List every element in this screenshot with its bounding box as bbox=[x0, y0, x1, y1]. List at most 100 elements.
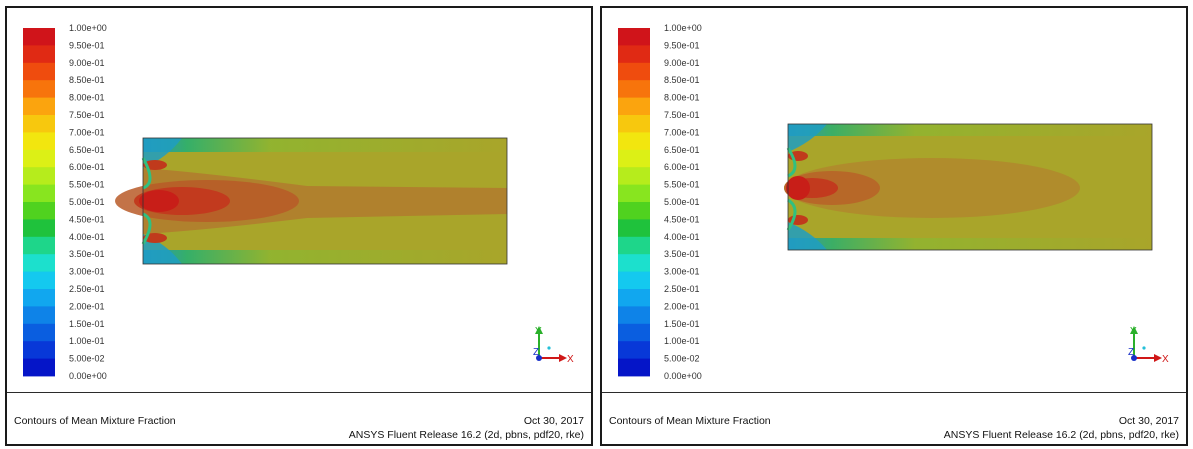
contour-panel-right: 1.00e+00 9.50e-01 9.00e-01 8.50e-01 8.00e-01… bbox=[600, 6, 1188, 446]
y-axis-label: Y bbox=[1130, 326, 1137, 337]
legend-swatch bbox=[618, 202, 650, 220]
legend-swatch bbox=[23, 323, 55, 342]
legend-tick-label: 5.50e-01 bbox=[664, 180, 700, 190]
plot-footer: Contours of Mean Mixture Fraction Oct 30… bbox=[602, 392, 1186, 444]
legend-tick-label: 4.00e-01 bbox=[69, 232, 105, 242]
legend-tick-label: 1.00e-01 bbox=[69, 336, 105, 346]
legend-tick-label: 4.00e-01 bbox=[664, 232, 700, 242]
legend-tick-label: 7.00e-01 bbox=[69, 127, 105, 137]
axis-triad: Y X Z bbox=[1128, 326, 1169, 365]
legend-tick-label: 1.50e-01 bbox=[664, 319, 700, 329]
legend-swatch bbox=[618, 341, 650, 359]
legend-swatch bbox=[23, 271, 55, 290]
legend-swatch bbox=[618, 28, 650, 46]
footer-date: Oct 30, 2017 bbox=[523, 415, 584, 427]
legend-swatch bbox=[23, 236, 55, 255]
z-axis-label: Z bbox=[533, 347, 539, 358]
y-axis-label: Y bbox=[535, 326, 542, 337]
color-legend: 1.00e+00 9.50e-01 9.00e-01 8.50e-01 8.00e-01… bbox=[23, 23, 107, 381]
plot-area[interactable]: 1.00e+00 9.50e-01 9.00e-01 8.50e-01 8.00e-01… bbox=[7, 8, 591, 391]
legend-swatch bbox=[23, 306, 55, 325]
legend-swatch bbox=[618, 62, 650, 81]
contour-panel-left: 1.00e+00 9.50e-01 9.00e-01 8.50e-01 8.00e-01… bbox=[5, 6, 593, 446]
legend-swatch bbox=[23, 28, 55, 46]
legend-tick-label: 3.50e-01 bbox=[664, 249, 700, 259]
x-axis-label: X bbox=[567, 354, 574, 365]
legend-swatch bbox=[23, 202, 55, 220]
legend-tick-label: 1.50e-01 bbox=[69, 319, 105, 329]
legend-swatch bbox=[23, 62, 55, 81]
legend-tick-label: 7.50e-01 bbox=[664, 110, 700, 120]
legend-swatch bbox=[618, 254, 650, 272]
legend-tick-label: 0.00e+00 bbox=[664, 371, 702, 381]
legend-tick-label: 5.00e-02 bbox=[664, 354, 700, 364]
legend-swatch bbox=[23, 115, 55, 133]
legend-tick-label: 8.00e-01 bbox=[664, 93, 700, 103]
legend-swatch bbox=[23, 219, 55, 238]
footer-date: Oct 30, 2017 bbox=[1118, 415, 1179, 427]
legend-tick-label: 6.50e-01 bbox=[69, 145, 105, 155]
legend-swatch bbox=[23, 45, 55, 64]
legend-tick-label: 4.50e-01 bbox=[69, 214, 105, 224]
legend-swatch bbox=[618, 149, 650, 168]
legend-tick-label: 3.00e-01 bbox=[69, 267, 105, 277]
footer-title: Contours of Mean Mixture Fraction bbox=[609, 415, 771, 427]
legend-tick-label: 0.00e+00 bbox=[69, 371, 107, 381]
legend-swatch bbox=[618, 358, 650, 377]
legend-tick-label: 2.50e-01 bbox=[664, 284, 700, 294]
footer-release: ANSYS Fluent Release 16.2 (2d, pbns, pdf… bbox=[943, 429, 1179, 441]
legend-tick-label: 7.00e-01 bbox=[664, 127, 700, 137]
legend-swatch bbox=[618, 80, 650, 98]
footer-release: ANSYS Fluent Release 16.2 (2d, pbns, pdf… bbox=[348, 429, 584, 441]
legend-tick-label: 5.50e-01 bbox=[69, 180, 105, 190]
legend-tick-label: 1.00e+00 bbox=[69, 23, 107, 33]
legend-swatch bbox=[23, 358, 55, 377]
legend-swatch bbox=[618, 184, 650, 203]
legend-tick-label: 8.50e-01 bbox=[664, 75, 700, 85]
legend-swatch bbox=[618, 306, 650, 325]
legend-swatch bbox=[23, 167, 55, 185]
legend-swatch bbox=[618, 236, 650, 255]
legend-tick-label: 2.00e-01 bbox=[69, 301, 105, 311]
legend-tick-label: 9.50e-01 bbox=[69, 40, 105, 50]
legend-tick-label: 6.00e-01 bbox=[664, 162, 700, 172]
contour-domain bbox=[784, 123, 1153, 251]
legend-swatch bbox=[23, 341, 55, 359]
legend-swatch bbox=[23, 80, 55, 98]
legend-swatch bbox=[618, 323, 650, 342]
legend-tick-label: 7.50e-01 bbox=[69, 110, 105, 120]
legend-tick-label: 2.00e-01 bbox=[664, 301, 700, 311]
legend-tick-label: 9.50e-01 bbox=[664, 40, 700, 50]
legend-tick-label: 3.50e-01 bbox=[69, 249, 105, 259]
legend-tick-label: 6.00e-01 bbox=[69, 162, 105, 172]
legend-tick-label: 1.00e+00 bbox=[664, 23, 702, 33]
legend-tick-label: 9.00e-01 bbox=[664, 58, 700, 68]
color-legend: 1.00e+00 9.50e-01 9.00e-01 8.50e-01 8.00e-01… bbox=[618, 23, 702, 381]
legend-swatch bbox=[23, 97, 55, 116]
z-axis-label: Z bbox=[1128, 347, 1134, 358]
legend-swatch bbox=[618, 97, 650, 116]
axis-triad: Y X Z bbox=[533, 326, 574, 365]
legend-tick-label: 4.50e-01 bbox=[664, 214, 700, 224]
legend-swatch bbox=[23, 184, 55, 203]
legend-swatch bbox=[23, 254, 55, 272]
legend-tick-label: 5.00e-02 bbox=[69, 354, 105, 364]
legend-tick-label: 1.00e-01 bbox=[664, 336, 700, 346]
footer-title: Contours of Mean Mixture Fraction bbox=[14, 415, 176, 427]
legend-swatch bbox=[23, 289, 55, 307]
x-axis-label: X bbox=[1162, 354, 1169, 365]
legend-swatch bbox=[23, 132, 55, 151]
legend-swatch bbox=[618, 219, 650, 238]
legend-tick-label: 2.50e-01 bbox=[69, 284, 105, 294]
plot-footer: Contours of Mean Mixture Fraction Oct 30… bbox=[7, 392, 591, 444]
plot-area[interactable]: 1.00e+00 9.50e-01 9.00e-01 8.50e-01 8.00e-01… bbox=[602, 8, 1186, 391]
legend-swatch bbox=[618, 289, 650, 307]
legend-tick-label: 8.00e-01 bbox=[69, 93, 105, 103]
legend-tick-label: 3.00e-01 bbox=[664, 267, 700, 277]
legend-tick-label: 9.00e-01 bbox=[69, 58, 105, 68]
legend-swatch bbox=[618, 271, 650, 290]
legend-swatch bbox=[618, 115, 650, 133]
legend-tick-label: 5.00e-01 bbox=[69, 197, 105, 207]
legend-swatch bbox=[23, 149, 55, 168]
legend-swatch bbox=[618, 167, 650, 185]
